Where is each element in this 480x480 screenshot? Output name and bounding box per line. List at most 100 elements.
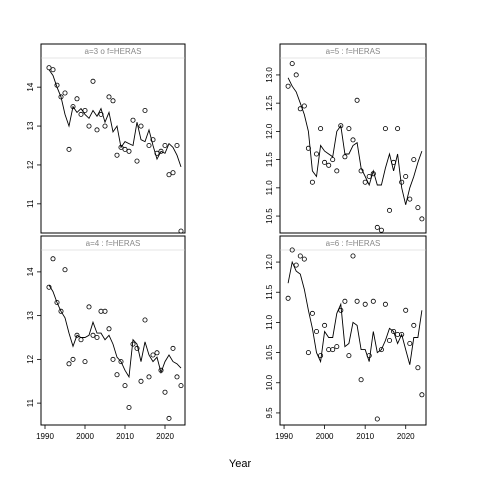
fit-line — [48, 69, 182, 168]
data-point — [391, 328, 397, 334]
data-point — [342, 298, 348, 304]
data-point — [98, 308, 104, 314]
data-point — [378, 227, 384, 233]
data-point — [366, 173, 372, 179]
data-point — [178, 228, 184, 234]
data-point — [297, 253, 303, 259]
y-tick-label: 12.5 — [265, 95, 274, 111]
data-point — [94, 127, 100, 133]
x-tick-label: 2000 — [316, 432, 334, 441]
data-point — [370, 298, 376, 304]
panels: a=3 o f=HERAS 11 12 13 14 a=5 : f=HERAS 10.5 11… — [26, 43, 427, 441]
y-tick-label: 12 — [26, 354, 35, 363]
data-point — [102, 123, 108, 129]
data-point — [378, 347, 384, 353]
data-point — [285, 83, 291, 89]
y-tick-label: 11.5 — [265, 152, 274, 168]
y-tick-label: 10.0 — [265, 374, 274, 390]
data-point — [130, 117, 136, 123]
y-tick-label: 13.0 — [265, 67, 274, 83]
data-point — [407, 340, 413, 346]
data-point — [162, 389, 168, 395]
data-point — [305, 350, 311, 356]
data-point — [342, 154, 348, 160]
data-point — [138, 123, 144, 129]
data-point — [358, 377, 364, 383]
data-point — [58, 308, 64, 314]
data-point — [50, 67, 56, 73]
data-point — [82, 359, 88, 365]
data-point — [318, 353, 324, 359]
data-point — [399, 179, 405, 185]
data-point — [134, 345, 140, 351]
data-point — [403, 173, 409, 179]
panel-frame — [279, 43, 427, 234]
data-point — [102, 308, 108, 314]
data-point — [122, 383, 128, 389]
y-tick-label: 9.5 — [265, 407, 274, 419]
data-point — [285, 295, 291, 301]
data-point — [150, 352, 156, 358]
data-point — [386, 207, 392, 213]
data-point — [289, 247, 295, 253]
data-point — [78, 337, 84, 343]
data-point — [142, 317, 148, 323]
data-point — [403, 307, 409, 313]
data-point — [301, 103, 307, 109]
data-point — [66, 361, 72, 367]
data-point — [170, 345, 176, 351]
data-point — [50, 256, 56, 262]
data-point — [309, 179, 315, 185]
data-point — [174, 142, 180, 148]
x-axis-label: Year — [229, 458, 252, 470]
data-point — [354, 97, 360, 103]
data-point — [354, 298, 360, 304]
data-point — [138, 378, 144, 384]
y-tick-label: 14 — [26, 82, 35, 91]
data-point — [301, 256, 307, 262]
data-point — [54, 299, 60, 305]
panel-frame — [40, 43, 186, 234]
fit-line — [287, 77, 423, 205]
data-point — [150, 137, 156, 143]
panel-frame — [40, 235, 186, 426]
data-point — [350, 137, 356, 143]
data-point — [293, 72, 299, 78]
x-tick-label: 2020 — [397, 432, 415, 441]
y-tick-label: 14 — [26, 267, 35, 276]
data-point — [289, 61, 295, 67]
y-tick-label: 11.0 — [265, 314, 274, 330]
data-point — [58, 94, 64, 100]
data-point — [110, 98, 116, 104]
panel-4: a=6 : f=HERAS 9.5 10.0 10.5 11.0 11.5 12.0 1990… — [265, 235, 427, 441]
data-point — [114, 152, 120, 158]
data-point — [411, 157, 417, 163]
data-point — [346, 353, 352, 359]
data-point — [419, 216, 425, 222]
data-point — [154, 350, 160, 356]
data-point — [386, 337, 392, 343]
data-point — [114, 372, 120, 378]
data-point — [46, 65, 52, 71]
data-point — [118, 359, 124, 365]
y-tick-label: 13 — [26, 121, 35, 130]
data-point — [415, 365, 421, 371]
x-tick-label: 2010 — [116, 432, 134, 441]
data-point — [293, 262, 299, 268]
data-point — [415, 205, 421, 211]
data-point — [74, 96, 80, 102]
data-point — [362, 179, 368, 185]
data-point — [78, 111, 84, 117]
data-point — [313, 151, 319, 157]
data-point — [330, 347, 336, 353]
y-tick-label: 11 — [26, 398, 35, 407]
y-tick-label: 11.5 — [265, 284, 274, 300]
data-point — [126, 148, 132, 154]
data-point — [94, 334, 100, 340]
data-point — [90, 332, 96, 338]
fit-line — [287, 260, 423, 365]
data-point — [90, 78, 96, 84]
y-tick-label: 12 — [26, 160, 35, 169]
data-point — [82, 108, 88, 114]
